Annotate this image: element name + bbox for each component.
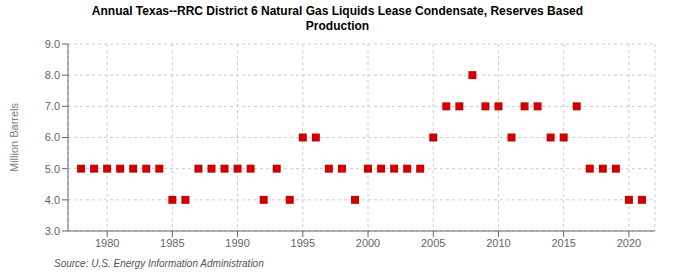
svg-text:1985: 1985 — [160, 237, 184, 249]
svg-text:2015: 2015 — [551, 237, 575, 249]
svg-text:9.0: 9.0 — [45, 38, 60, 50]
svg-text:7.0: 7.0 — [45, 100, 60, 112]
svg-text:8.0: 8.0 — [45, 69, 60, 81]
svg-text:2020: 2020 — [617, 237, 641, 249]
html-text:Production: Production — [305, 19, 370, 33]
svg-text:6.0: 6.0 — [45, 131, 60, 143]
svg-text:3.0: 3.0 — [45, 225, 60, 237]
svg-text:5.0: 5.0 — [45, 163, 60, 175]
svg-text:2000: 2000 — [356, 237, 380, 249]
svg-text:2010: 2010 — [486, 237, 510, 249]
html-text:Annual Texas--RRC District 6 N: Annual Texas--RRC District 6 Natural Gas… — [91, 4, 584, 18]
svg-text:2005: 2005 — [421, 237, 445, 249]
html-text:Source: U.S. Energy Informatio: Source: U.S. Energy Information Administ… — [54, 258, 264, 269]
svg-text:1995: 1995 — [291, 237, 315, 249]
svg-text:Million Barrels: Million Barrels — [8, 102, 20, 172]
svg-text:4.0: 4.0 — [45, 194, 60, 206]
svg-text:1980: 1980 — [95, 237, 119, 249]
svg-text:1990: 1990 — [225, 237, 249, 249]
